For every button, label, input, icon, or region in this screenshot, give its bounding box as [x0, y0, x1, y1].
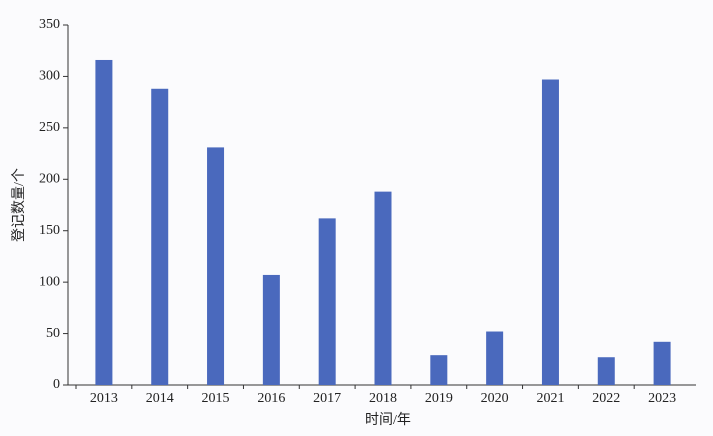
bar [486, 331, 504, 385]
bar [318, 218, 336, 385]
x-axis-label: 时间/年 [365, 412, 411, 428]
y-tick-label: 250 [39, 120, 60, 135]
x-tick-label: 2017 [313, 391, 341, 406]
bar [95, 59, 113, 385]
x-tick-label: 2019 [425, 391, 453, 406]
y-tick-label: 0 [53, 377, 60, 392]
bar [151, 88, 169, 386]
y-tick-label: 300 [39, 69, 60, 84]
y-axis-label: 登记数量/个 [11, 168, 27, 242]
y-tick-label: 350 [39, 17, 60, 32]
x-tick-label: 2020 [481, 391, 509, 406]
y-tick-label: 50 [46, 326, 60, 341]
x-tick-label: 2015 [202, 391, 230, 406]
x-tick-label: 2022 [592, 391, 620, 406]
x-tick-label: 2023 [648, 391, 676, 406]
x-tick-label: 2018 [369, 391, 397, 406]
x-tick-label: 2016 [257, 391, 285, 406]
x-tick-label: 2014 [146, 391, 174, 406]
bar [262, 274, 280, 385]
x-tick-label: 2013 [90, 391, 118, 406]
bar [653, 341, 671, 385]
bar [430, 355, 448, 385]
y-tick-label: 200 [39, 172, 60, 187]
bar [374, 191, 392, 385]
bar [597, 357, 615, 385]
bar [541, 79, 559, 385]
y-tick-label: 150 [39, 223, 60, 238]
y-tick-label: 100 [39, 274, 60, 289]
x-tick-label: 2021 [536, 391, 564, 406]
bar [207, 147, 225, 385]
